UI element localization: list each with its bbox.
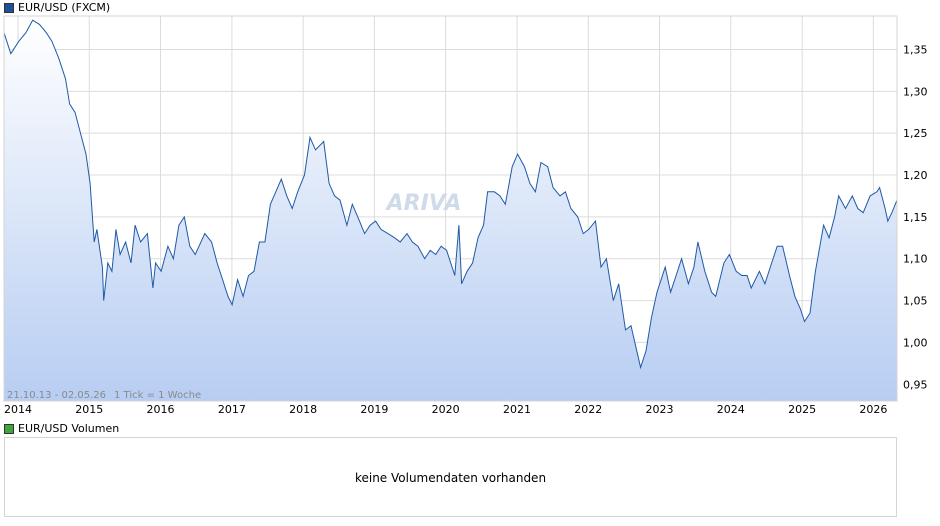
x-tick-label: 2025 [788, 403, 816, 416]
volume-legend-swatch [4, 424, 14, 434]
x-tick-label: 2022 [574, 403, 602, 416]
y-tick-label: 1,20 [903, 169, 928, 182]
y-tick-label: 1,35 [903, 43, 928, 56]
x-tick-label: 2015 [75, 403, 103, 416]
price-legend-label: EUR/USD (FXCM) [18, 1, 111, 14]
volume-empty-message: keine Volumendaten vorhanden [354, 471, 547, 485]
price-line [3, 19, 898, 370]
range-info: 21.10.13 - 02.05.26 [7, 390, 106, 401]
watermark: ARIVA [385, 191, 462, 216]
x-tick-label: 2021 [503, 403, 531, 416]
x-tick-label: 2023 [646, 403, 674, 416]
price-legend-swatch [4, 3, 14, 13]
x-tick-label: 2026 [859, 403, 887, 416]
x-tick-label: 2024 [717, 403, 745, 416]
x-tick-label: 2016 [147, 403, 175, 416]
y-tick-label: 1,25 [903, 127, 928, 140]
x-tick-label: 2014 [4, 403, 32, 416]
volume-legend-label: EUR/USD Volumen [18, 422, 120, 435]
price-legend: EUR/USD (FXCM) [4, 2, 110, 14]
y-tick-label: 1,15 [903, 211, 928, 224]
price-chart: ARIVA 21.10.13 - 02.05.26 1 Tick = 1 Woc… [3, 15, 928, 416]
x-tick-label: 2019 [360, 403, 388, 416]
tick-info: 1 Tick = 1 Woche [114, 390, 201, 401]
x-tick-label: 2017 [218, 403, 246, 416]
y-tick-label: 1,30 [903, 85, 928, 98]
volume-panel: keine Volumendaten vorhanden [4, 437, 897, 517]
price-area [4, 20, 897, 401]
x-tick-label: 2018 [289, 403, 317, 416]
y-tick-label: 1,10 [903, 253, 928, 266]
plot-frame [3, 15, 898, 402]
x-tick-label: 2020 [432, 403, 460, 416]
y-tick-label: 1,05 [903, 295, 928, 308]
y-tick-label: 0,95 [903, 378, 928, 391]
y-tick-label: 1,00 [903, 336, 928, 349]
volume-legend: EUR/USD Volumen [4, 423, 119, 435]
